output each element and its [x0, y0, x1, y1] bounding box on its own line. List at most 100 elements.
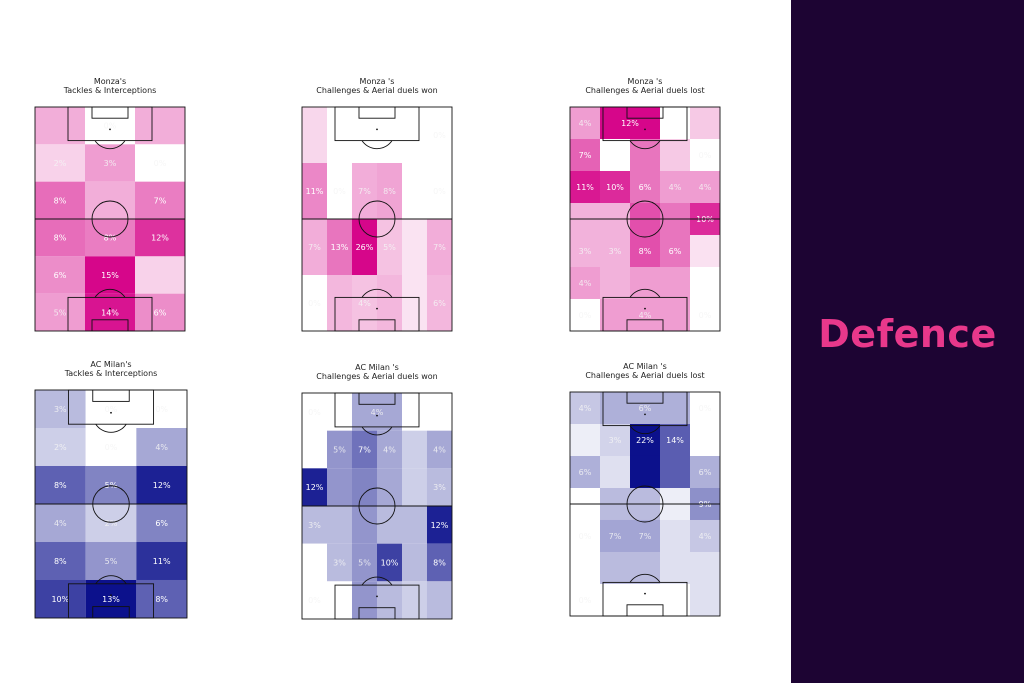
panel-title-line: AC Milan 's	[623, 362, 667, 371]
cell-label: 6%	[54, 271, 67, 280]
heatmap-cell	[135, 107, 185, 145]
cell-label: 0%	[308, 299, 321, 308]
heatmap-cell	[570, 583, 600, 616]
cell-label: 0%	[699, 311, 712, 320]
heatmap-cell	[35, 256, 85, 294]
heatmap-cell	[351, 430, 377, 469]
heatmap-cell	[690, 519, 720, 553]
heatmap-cell	[302, 219, 328, 275]
heatmap-cell	[84, 256, 136, 294]
cell-label: 0%	[104, 122, 117, 131]
heatmap-cell	[690, 139, 720, 171]
heatmap-cell	[426, 275, 452, 331]
heatmap-cell	[402, 430, 427, 469]
cell-label: 6%	[669, 247, 682, 256]
penalty-arc-top	[361, 426, 393, 436]
heatmap-cell	[85, 542, 137, 580]
heatmap-cell	[85, 579, 137, 618]
heatmap-cell	[402, 107, 427, 163]
heatmap-cell	[660, 234, 690, 268]
cell-label: 4%	[579, 119, 592, 128]
cell-label: 0%	[308, 408, 321, 417]
heatmap-cell	[35, 465, 86, 504]
penalty-arc-bottom	[629, 573, 661, 583]
cell-label: 8%	[54, 196, 67, 205]
penalty-spot-bottom	[376, 307, 378, 310]
heatmap-cell	[570, 424, 600, 456]
cell-label: 0%	[333, 187, 346, 196]
penalty-spot-bottom	[109, 307, 111, 310]
panel-title-line: Tackles & Interceptions	[64, 369, 158, 378]
cell-label: 13%	[331, 243, 349, 252]
heatmap-cell	[690, 107, 720, 140]
cell-label: 4%	[155, 443, 168, 452]
panel-title-line: Monza 's	[360, 77, 395, 86]
cell-label: 7%	[579, 151, 592, 160]
heatmap-cell	[600, 392, 690, 425]
heatmap-cell	[660, 424, 690, 456]
heatmap-cell	[377, 506, 403, 544]
cell-label: 3%	[104, 159, 117, 168]
six-yard-box-bottom	[92, 606, 130, 619]
penalty-arc-top	[629, 140, 661, 150]
heatmap-cell	[570, 392, 600, 425]
heatmap-cell	[426, 468, 452, 506]
heatmap-cell	[570, 267, 600, 299]
heatmap-cell	[426, 581, 452, 619]
heatmap-cell	[570, 234, 600, 268]
heatmap-cell	[136, 504, 187, 543]
cell-label: 8%	[155, 595, 168, 604]
cell-label: 3%	[579, 247, 592, 256]
cell-label: 2%	[54, 159, 67, 168]
heatmap-cell	[600, 552, 630, 584]
cell-label: 0%	[699, 404, 712, 413]
penalty-spot-top	[644, 128, 646, 131]
cell-label: 7%	[433, 243, 446, 252]
cell-label: 3%	[54, 405, 67, 414]
heatmap-cell	[630, 455, 660, 489]
heatmap-cell	[327, 275, 352, 331]
cell-label: 10%	[381, 559, 399, 568]
heatmap-cell	[327, 468, 352, 506]
heatmap-cell	[327, 107, 352, 163]
heatmap-cell	[327, 430, 352, 469]
panel-title-line: Challenges & Aerial duels won	[316, 86, 437, 95]
cell-label: 4%	[669, 183, 682, 192]
section-title: Defence	[818, 312, 997, 356]
cell-label: 15%	[101, 271, 119, 280]
centre-circle	[358, 200, 396, 238]
heatmap-cell	[135, 181, 185, 219]
cell-label: 8%	[639, 247, 652, 256]
heatmap-cell	[302, 163, 328, 219]
heatmap-cell	[136, 579, 187, 618]
heatmap-cells: 3% 0% 0%2% 0% 4%8% 5% 12%4% 2% 6%8% 5% 11%10% 13% 8%	[35, 390, 187, 618]
heatmap-cell	[630, 170, 660, 204]
heatmap-cell	[351, 275, 377, 331]
penalty-arc-bottom	[95, 575, 127, 585]
cell-label: 0%	[433, 131, 446, 140]
six-yard-box-top	[358, 106, 396, 119]
cell-label: 4%	[699, 183, 712, 192]
heatmap-cell	[377, 543, 403, 582]
cell-label: 0%	[579, 596, 592, 605]
cell-label: 8%	[54, 557, 67, 566]
panel-title-line: Challenges & Aerial duels lost	[585, 86, 704, 95]
heatmap-cell	[600, 107, 660, 140]
heatmap-cell	[660, 455, 690, 489]
heatmap-cell	[135, 293, 185, 331]
heatmap-cell	[35, 107, 85, 145]
panel-title-line: Challenges & Aerial duels lost	[585, 371, 704, 380]
heatmap-cell	[351, 393, 403, 431]
cell-label: 9%	[699, 500, 712, 509]
heatmap-cell	[660, 298, 690, 331]
heatmap-cell	[327, 219, 352, 275]
heatmap-cell	[377, 581, 403, 619]
panel-title-line: Monza's	[94, 77, 126, 86]
six-yard-box-top	[626, 391, 664, 404]
cell-label: 5%	[333, 446, 346, 455]
heatmap-cell	[660, 170, 690, 204]
cell-label: 8%	[54, 234, 67, 243]
heatmap-cell	[35, 504, 86, 543]
cell-label: 0%	[155, 405, 168, 414]
